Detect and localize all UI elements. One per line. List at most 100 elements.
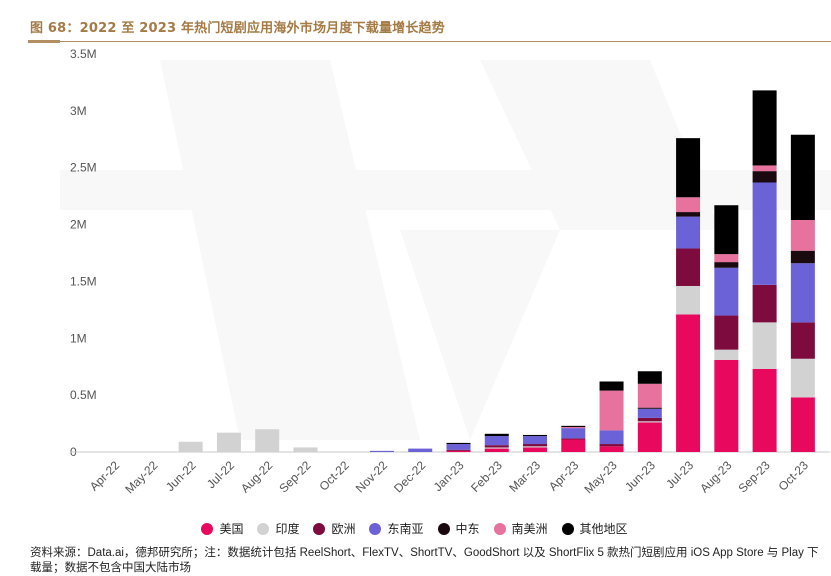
bar-segment	[676, 197, 701, 213]
x-tick-label: Apr-23	[546, 458, 582, 494]
y-tick-label: 3.5M	[70, 47, 97, 61]
legend-item: 美国	[201, 520, 243, 537]
bar-segment	[599, 430, 624, 445]
x-tick-label: Sep-23	[735, 458, 772, 495]
bar-segment	[484, 448, 509, 452]
x-axis: Apr-22 May-22 Jun-22 Jul-22 Aug-22 Sep-22 Oct-…	[87, 458, 811, 496]
bar-segment	[446, 449, 471, 451]
bar-segment	[790, 322, 815, 359]
y-tick-label: 1.5M	[70, 274, 97, 288]
bar-segment	[676, 138, 701, 198]
x-tick-label: May-22	[122, 458, 160, 496]
bar-segment	[752, 90, 777, 166]
bar-segment	[714, 267, 739, 316]
legend-swatch	[313, 522, 326, 535]
source-note: 资料来源：Data.ai，德邦研究所；注：数据统计包括 ReelShort、Fl…	[30, 547, 819, 574]
bar-segment	[790, 397, 815, 452]
bar-segment	[790, 220, 815, 251]
x-tick-label: Sep-22	[276, 458, 313, 495]
x-tick-label: May-23	[581, 458, 619, 496]
bar-segment	[484, 447, 509, 449]
x-tick-label: Oct-23	[776, 458, 812, 494]
bar-segment	[637, 421, 662, 423]
bar-segment	[714, 359, 739, 452]
chart-legend: 美国 印度 欧洲 东南亚 中东 南美洲 其他地区	[0, 520, 831, 538]
x-tick-label: Apr-22	[87, 458, 123, 494]
title-rule-accent	[28, 40, 60, 43]
legend-swatch	[437, 522, 450, 535]
bar-segment	[446, 442, 471, 445]
x-tick-label: Jun-23	[622, 458, 658, 494]
bar-segment	[523, 434, 548, 437]
x-tick-label: Aug-23	[697, 458, 734, 495]
bar-segment	[752, 165, 777, 172]
bar-segment	[637, 407, 662, 409]
legend-swatch	[369, 522, 382, 535]
bar-segment	[790, 263, 815, 323]
y-tick-label: 2.5M	[70, 161, 97, 175]
bar-segment	[637, 383, 662, 408]
bar-segment	[714, 254, 739, 263]
bar-segment	[752, 284, 777, 323]
bar-segment	[599, 390, 624, 431]
bar-segment	[408, 448, 433, 452]
bar-segment	[523, 446, 548, 448]
bar-segment	[676, 248, 701, 286]
bar-segment	[637, 422, 662, 452]
bar-segment	[369, 450, 394, 452]
bar-segment	[676, 314, 701, 452]
bar-segment	[714, 205, 739, 255]
bar-segment	[484, 436, 509, 446]
x-tick-label: Jun-22	[163, 458, 199, 494]
bar-segment	[484, 433, 509, 437]
legend-item: 印度	[257, 520, 299, 537]
y-tick-label: 1M	[70, 331, 87, 345]
title-rule	[28, 41, 831, 42]
legend-item: 中东	[437, 520, 480, 537]
bar-segment	[790, 250, 815, 264]
legend-item: 东南亚	[369, 520, 424, 537]
bar-segment	[790, 358, 815, 398]
bar-segment	[637, 408, 662, 418]
bar-segment	[714, 262, 739, 268]
legend-label: 东南亚	[387, 522, 424, 536]
bar-segment	[752, 171, 777, 183]
legend-label: 中东	[455, 522, 480, 536]
bar-segment	[599, 446, 624, 452]
legend-label: 南美洲	[511, 522, 548, 536]
legend-swatch	[561, 522, 574, 535]
bar-segment	[752, 322, 777, 369]
bar-segment	[714, 349, 739, 360]
bar-segment	[561, 439, 586, 452]
bar-segment	[790, 134, 815, 221]
bar-segment	[752, 182, 777, 285]
legend-label: 其他地区	[579, 522, 628, 536]
bar-segment	[446, 450, 471, 452]
x-tick-label: Nov-22	[353, 458, 390, 495]
legend-swatch	[257, 522, 270, 535]
bar-segment	[484, 445, 509, 448]
bar-segment	[676, 216, 701, 249]
bar-segment	[676, 285, 701, 315]
bar-segment	[178, 441, 203, 452]
legend-label: 美国	[219, 522, 244, 536]
x-tick-label: Jul-23	[663, 458, 696, 491]
bar-segment	[676, 212, 701, 217]
bar-segment	[561, 428, 586, 439]
bar-segment	[561, 426, 586, 429]
bar-segment	[561, 438, 586, 440]
x-tick-label: Oct-22	[316, 458, 352, 494]
bar-segment	[446, 444, 471, 450]
bar-segment	[216, 432, 241, 452]
bar-segment	[523, 447, 548, 452]
legend-label: 欧洲	[331, 522, 356, 536]
legend-swatch	[493, 522, 506, 535]
y-tick-label: 2M	[70, 218, 87, 232]
bar-segment	[637, 371, 662, 384]
legend-item: 欧洲	[313, 520, 355, 537]
figure-title: 图 68：2022 至 2023 年热门短剧应用海外市场月度下载量增长趋势	[30, 21, 445, 36]
legend-item: 南美洲	[493, 520, 548, 537]
legend-item: 其他地区	[561, 520, 628, 537]
bar-segment	[752, 368, 777, 452]
